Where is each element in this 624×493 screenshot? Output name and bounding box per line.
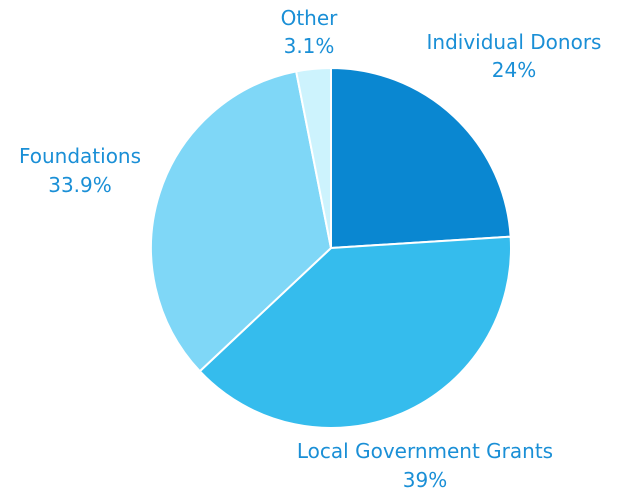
slice-foundations[interactable] — [150, 70, 332, 373]
slice-value-local-government-grants: 39% — [403, 468, 447, 492]
slice-individual-donors[interactable] — [330, 67, 512, 249]
pie-labels: Individual Donors 24% Local Government Gra… — [19, 6, 602, 492]
slice-label-other: Other — [281, 6, 339, 30]
slice-label-individual-donors: Individual Donors — [427, 30, 602, 54]
slice-value-individual-donors: 24% — [492, 58, 536, 82]
slice-value-foundations: 33.9% — [48, 173, 112, 197]
slice-label-foundations: Foundations — [19, 144, 141, 168]
slice-local-government-grants[interactable] — [198, 235, 512, 429]
pie-slices — [150, 66, 512, 429]
slice-label-local-government-grants: Local Government Grants — [297, 439, 553, 463]
slice-value-other: 3.1% — [284, 34, 335, 58]
slice-other[interactable] — [295, 66, 332, 249]
